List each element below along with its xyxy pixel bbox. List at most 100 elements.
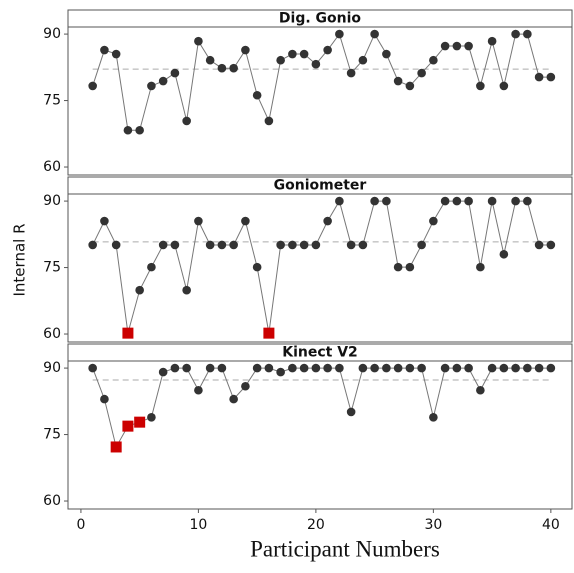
point xyxy=(111,49,121,59)
point xyxy=(100,394,109,404)
point xyxy=(311,363,321,373)
point xyxy=(88,240,97,250)
point xyxy=(429,216,438,226)
series-line xyxy=(92,199,551,334)
point xyxy=(194,385,203,395)
point xyxy=(346,68,356,78)
point xyxy=(205,240,215,250)
point xyxy=(252,363,262,373)
point xyxy=(440,363,450,373)
point xyxy=(464,363,473,373)
point xyxy=(147,81,156,91)
point xyxy=(546,240,556,250)
point xyxy=(429,55,438,65)
point xyxy=(499,249,509,259)
point xyxy=(88,81,97,91)
point xyxy=(335,196,344,206)
point xyxy=(182,285,191,295)
point xyxy=(417,68,426,78)
x-axis-label: Participant Numbers xyxy=(250,536,440,561)
point xyxy=(135,285,144,295)
point xyxy=(440,196,450,206)
point xyxy=(523,196,532,206)
outlier-point xyxy=(110,441,122,453)
point xyxy=(88,363,97,373)
point xyxy=(264,363,274,373)
point xyxy=(452,196,462,206)
plot-frame xyxy=(67,360,573,510)
point xyxy=(323,216,332,226)
x-tick-label: 10 xyxy=(189,517,207,533)
point xyxy=(370,29,379,39)
point xyxy=(170,240,180,250)
point xyxy=(205,55,215,65)
y-tick-label: 90 xyxy=(43,193,61,209)
point xyxy=(147,412,156,422)
panel-title: Goniometer xyxy=(274,178,367,194)
point xyxy=(452,363,462,373)
point xyxy=(382,49,391,59)
point xyxy=(452,41,462,51)
point xyxy=(417,240,426,250)
point xyxy=(393,363,403,373)
x-tick-label: 20 xyxy=(307,517,325,533)
point xyxy=(511,363,520,373)
point xyxy=(170,68,180,78)
point xyxy=(229,240,238,250)
point xyxy=(405,363,415,373)
point xyxy=(123,125,133,135)
point xyxy=(323,363,332,373)
point xyxy=(217,363,227,373)
point xyxy=(358,240,368,250)
point xyxy=(511,29,520,39)
outlier-point xyxy=(122,327,134,339)
plot-frame xyxy=(67,26,573,176)
point xyxy=(487,363,497,373)
panel-title: Dig. Gonio xyxy=(279,11,362,27)
point xyxy=(158,76,168,86)
point xyxy=(111,240,121,250)
y-tick-label: 60 xyxy=(43,159,61,175)
point xyxy=(217,63,227,73)
point xyxy=(346,240,356,250)
point xyxy=(182,363,191,373)
y-tick-label: 90 xyxy=(43,26,61,42)
point xyxy=(511,196,520,206)
point xyxy=(476,262,485,272)
point xyxy=(393,262,403,272)
point xyxy=(393,76,403,86)
point xyxy=(182,116,191,126)
point xyxy=(429,412,438,422)
point xyxy=(546,72,556,82)
point xyxy=(229,394,238,404)
point xyxy=(382,196,391,206)
point xyxy=(335,29,344,39)
point xyxy=(523,29,532,39)
point xyxy=(358,55,368,65)
point xyxy=(335,363,344,373)
point xyxy=(534,72,544,82)
point xyxy=(252,90,262,100)
point xyxy=(288,240,297,250)
point xyxy=(346,407,356,417)
y-tick-label: 75 xyxy=(43,260,61,276)
point xyxy=(370,363,379,373)
point xyxy=(217,240,227,250)
point xyxy=(194,36,203,46)
point xyxy=(311,59,321,69)
point xyxy=(170,363,180,373)
point xyxy=(158,367,168,377)
y-tick-label: 60 xyxy=(43,326,61,342)
point xyxy=(440,41,450,51)
y-axis-label: Internal R xyxy=(11,223,29,296)
point xyxy=(417,363,426,373)
point xyxy=(276,367,285,377)
point xyxy=(100,45,109,55)
point xyxy=(288,363,297,373)
point xyxy=(229,63,238,73)
x-tick-label: 30 xyxy=(424,517,442,533)
point xyxy=(252,262,262,272)
point xyxy=(241,216,250,226)
point xyxy=(194,216,203,226)
point xyxy=(299,240,309,250)
